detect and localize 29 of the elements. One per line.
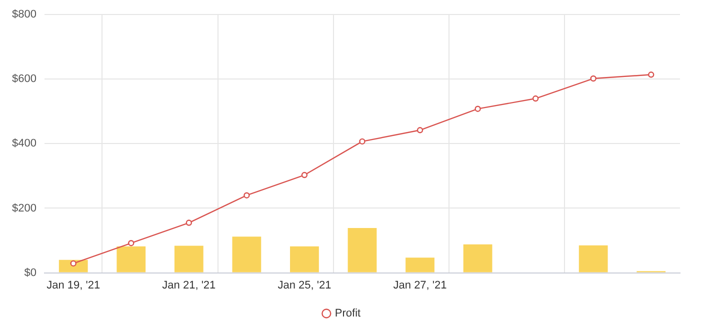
bar (290, 246, 319, 272)
bar (463, 244, 492, 272)
y-tick-label: $200 (12, 202, 36, 214)
legend-label: Profit (334, 308, 361, 320)
point (532, 95, 539, 102)
y-tick-label: $600 (12, 73, 36, 86)
x-tick-label: Jan 19, '21 (46, 279, 100, 292)
y-tick-label: $400 (12, 138, 36, 150)
bar (348, 228, 377, 272)
point (244, 192, 250, 198)
y-tick-label: $0 (24, 266, 36, 279)
point (128, 240, 134, 246)
bar (116, 246, 146, 272)
point (648, 72, 654, 78)
point (301, 172, 308, 178)
bar (232, 236, 262, 272)
point (474, 106, 481, 112)
bar (406, 258, 434, 272)
bar (578, 245, 608, 272)
point (186, 220, 192, 226)
point (70, 260, 76, 267)
y-tick-label: $800 (12, 8, 36, 21)
x-tick-label: Jan 27, '21 (393, 279, 447, 292)
point (590, 75, 596, 82)
x-tick-label: Jan 25, '21 (278, 279, 332, 292)
point (416, 127, 424, 134)
bar (174, 246, 204, 272)
x-tick-label: Jan 21, '21 (162, 279, 216, 292)
point (359, 138, 366, 145)
